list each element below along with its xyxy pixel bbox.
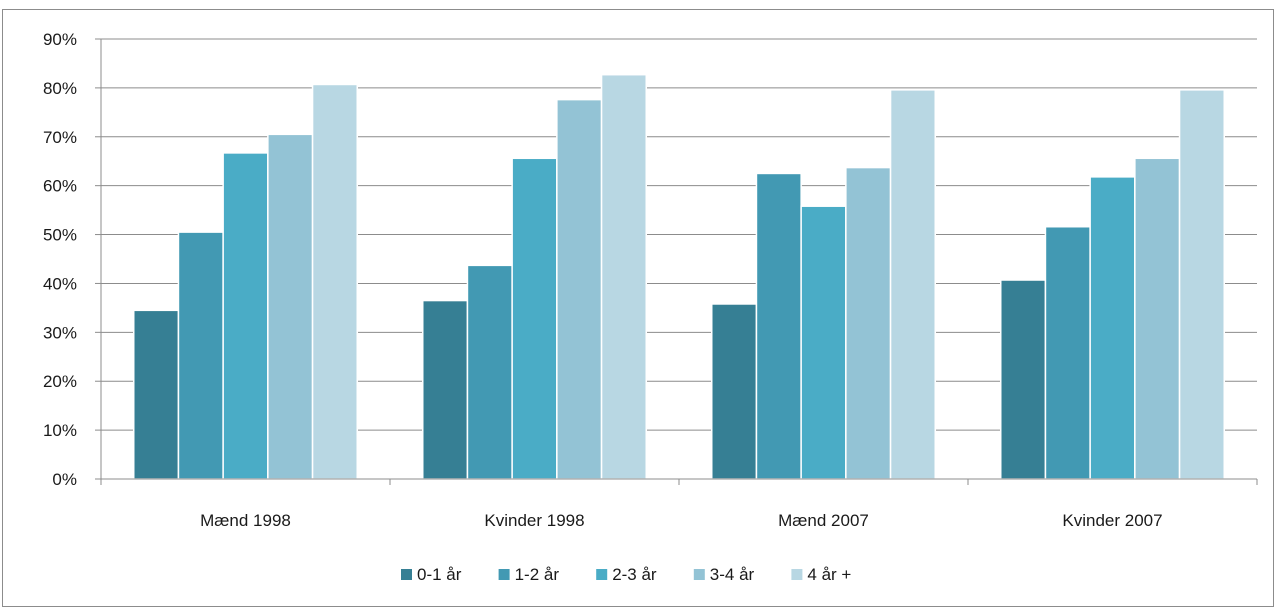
legend-label: 3-4 år: [710, 565, 755, 584]
legend-swatch: [693, 569, 705, 580]
bar: [422, 299, 469, 480]
bar: [1134, 157, 1181, 480]
bar: [1000, 279, 1047, 480]
y-axis-tick-labels: 0% 10% 20% 30% 40% 50% 60% 70% 80% 90%: [43, 30, 77, 489]
y-tick-label: 60%: [43, 177, 77, 196]
y-tick-label: 80%: [43, 79, 77, 98]
legend-label: 0-1 år: [417, 565, 462, 584]
x-category-label: Kvinder 2007: [1062, 511, 1162, 530]
bar: [889, 89, 936, 480]
legend-item: 0-1 år: [401, 565, 462, 584]
y-tick-label: 90%: [43, 30, 77, 49]
bar: [711, 303, 758, 480]
y-tick-label: 20%: [43, 372, 77, 391]
bar: [800, 205, 847, 480]
legend-swatch: [498, 569, 510, 580]
bar: [267, 133, 314, 480]
x-category-label: Mænd 2007: [778, 511, 869, 530]
bar: [1178, 89, 1226, 480]
y-tick-label: 30%: [43, 323, 77, 342]
bar: [133, 309, 180, 480]
bar: [1044, 225, 1091, 480]
x-category-label: Mænd 1998: [200, 511, 291, 530]
bars: [133, 73, 1226, 480]
bar: [311, 83, 358, 480]
bar: [600, 73, 647, 480]
bar: [1089, 176, 1136, 480]
y-tick-label: 50%: [43, 226, 77, 245]
legend-item: 4 år +: [791, 565, 851, 584]
y-tick-label: 0%: [52, 470, 77, 489]
legend-swatch: [791, 569, 803, 580]
x-category-label: Kvinder 1998: [484, 511, 584, 530]
bar: [222, 152, 269, 480]
legend-item: 1-2 år: [498, 565, 560, 584]
bar: [755, 172, 802, 480]
legend-label: 1-2 år: [515, 565, 560, 584]
legend-swatch: [596, 569, 608, 580]
y-tick-label: 10%: [43, 421, 77, 440]
axes: [95, 38, 1258, 485]
legend-swatch: [401, 569, 412, 580]
legend-item: 2-3 år: [596, 565, 657, 584]
bar: [845, 166, 892, 480]
bar: [511, 157, 558, 480]
y-tick-label: 70%: [43, 128, 77, 147]
legend-item: 3-4 år: [693, 565, 755, 584]
legend-label: 4 år +: [807, 565, 851, 584]
legend: 0-1 år 1-2 år 2-3 år 3-4 år 4 år +: [401, 565, 851, 584]
legend-label: 2-3 år: [612, 565, 657, 584]
bar: [466, 264, 513, 480]
bar: [556, 98, 603, 480]
x-axis-category-labels: Mænd 1998 Kvinder 1998 Mænd 2007 Kvinder 20…: [200, 511, 1162, 530]
bar: [177, 231, 224, 480]
y-tick-label: 40%: [43, 274, 77, 293]
